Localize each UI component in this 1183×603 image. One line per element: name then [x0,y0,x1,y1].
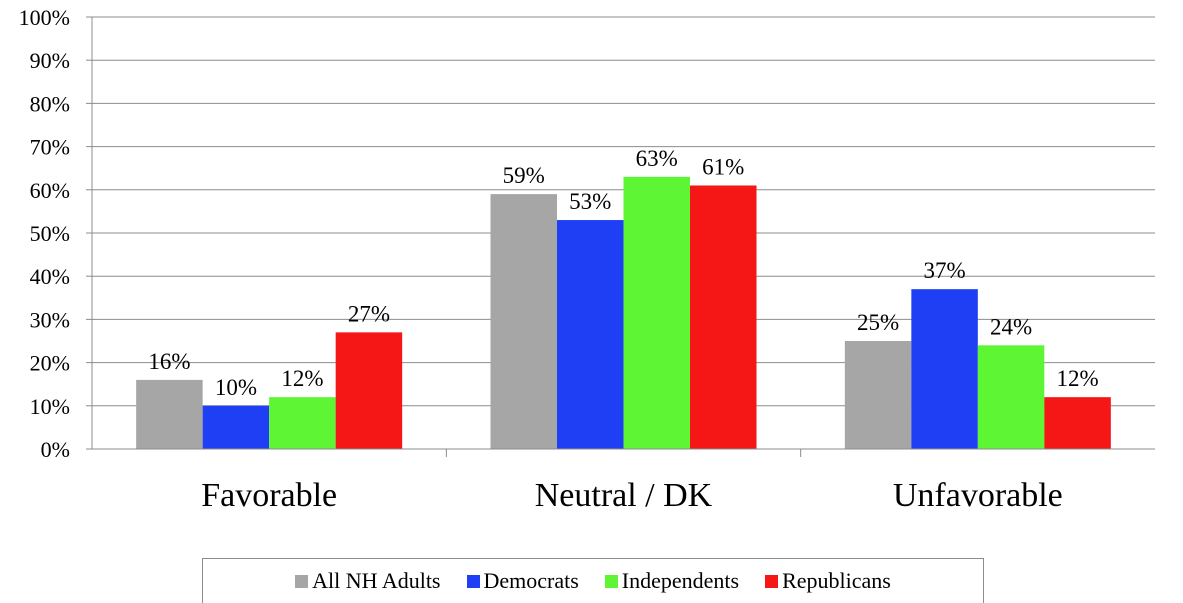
legend-swatch [295,574,309,588]
y-tick-label: 100% [19,5,70,30]
bar [623,176,690,449]
legend-item-democrats: Democrats [466,568,579,594]
y-tick-label: 30% [30,307,70,332]
bar [690,185,757,450]
data-label: 53% [569,189,611,214]
data-label: 24% [990,314,1032,339]
x-axis: Favorable Neutral / DK Unfavorable [92,448,1155,514]
bar [911,289,978,449]
y-tick-label: 70% [30,135,70,160]
bar [202,405,270,449]
x-category-label: Favorable [201,477,337,514]
y-tick-label: 80% [30,91,70,116]
legend-label: All NH Adults [312,568,441,593]
legend-item-republicans: Republicans [765,568,891,594]
bar [269,397,336,449]
bar [490,194,557,449]
y-tick-label: 20% [30,351,70,376]
bars [136,176,1111,450]
data-label: 59% [503,163,545,188]
legend-swatch [466,574,480,588]
x-category-label: Unfavorable [893,477,1063,514]
y-tick-label: 10% [30,394,70,419]
legend: All NH Adults Democrats Independents Rep… [202,558,984,603]
y-axis: 0% 10% 20% 30% 40% 50% 60% 70% 80% 90% 100% [19,5,93,462]
bar [335,332,403,449]
legend-item-all-nh-adults: All NH Adults [295,568,441,594]
bar [977,345,1045,449]
x-category-label: Neutral / DK [535,477,713,514]
legend-label: Democrats [483,568,579,593]
data-label: 37% [923,258,965,283]
legend-swatch [604,574,618,588]
y-tick-label: 50% [30,221,70,246]
data-label: 63% [636,146,678,171]
bar [136,379,203,449]
legend-swatch [765,574,779,588]
data-label: 16% [148,349,190,374]
data-label: 12% [1056,366,1098,391]
legend-label: Republicans [782,568,891,593]
bar-chart: 0% 10% 20% 30% 40% 50% 60% 70% 80% 90% 100% 16% 10%… [19,5,1155,514]
data-label: 61% [702,154,744,179]
y-tick-label: 60% [30,178,70,203]
bar [844,341,912,449]
y-tick-label: 40% [30,264,70,289]
data-label: 27% [348,301,390,326]
bar [557,220,624,449]
data-label: 25% [857,310,899,335]
bar [1044,397,1111,449]
y-tick-label: 90% [30,48,70,73]
data-label: 10% [215,375,257,400]
legend-item-independents: Independents [604,568,740,594]
legend-label: Independents [621,568,740,593]
data-labels: 16% 10% 12% 27% 59% 53% 63% 61% 25% 37% 24% 12% [148,146,1098,400]
y-tick-label: 0% [41,437,70,462]
data-label: 12% [281,366,323,391]
